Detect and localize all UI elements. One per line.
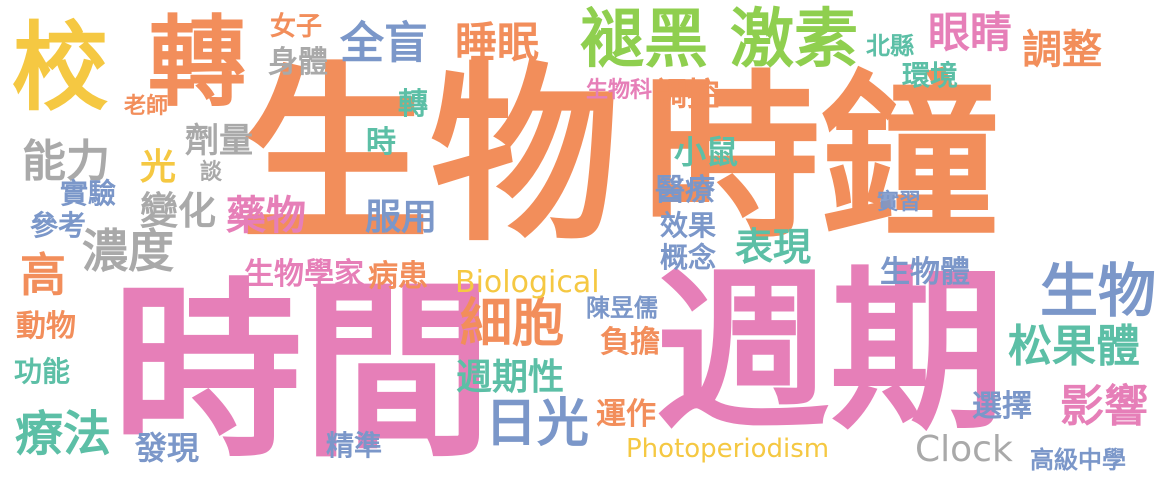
word-gao: 高	[20, 248, 66, 302]
word-xibao: 細胞	[460, 294, 565, 354]
word-beixian: 北縣	[866, 32, 914, 60]
word-liaofa: 療法	[15, 406, 112, 462]
word-shengwu-2: 生物	[1040, 257, 1157, 325]
word-shengwu: 生物	[240, 46, 621, 267]
word-shi-small: 時	[366, 125, 396, 160]
word-shizhong: 時鐘	[642, 55, 998, 262]
word-fudan: 負擔	[600, 325, 660, 360]
word-tuihei: 褪黑	[580, 3, 708, 77]
word-shengwuti: 生物體	[880, 255, 970, 290]
word-jiliang: 劑量	[185, 121, 253, 161]
word-bingzhuan: 病患	[368, 259, 428, 294]
word-nengli: 能力	[22, 136, 110, 187]
word-shiyan: 實驗	[60, 177, 117, 210]
word-tan: 談	[200, 160, 223, 185]
word-shijian: 時間	[112, 262, 493, 482]
word-faxian: 發現	[135, 429, 200, 467]
word-shengwuke: 生物科	[586, 78, 653, 103]
word-zhuan-small: 轉	[398, 87, 428, 122]
word-nvzi: 女子	[270, 12, 323, 42]
word-zhuan: 轉	[148, 6, 247, 120]
word-nongdu: 濃度	[82, 224, 174, 278]
word-photoperiodism: Photoperiodism	[626, 434, 830, 464]
word-songguoti: 松果體	[1008, 321, 1140, 372]
word-xiaoshu: 小鼠	[674, 133, 739, 171]
word-chenyuru: 陳昱儒	[586, 294, 658, 322]
word-tiaokong: 調控	[655, 75, 720, 113]
word-bianhua: 變化	[140, 189, 217, 233]
word-yunzuo: 運作	[596, 397, 656, 432]
word-quanmang: 全盲	[340, 18, 428, 69]
word-yingxiang: 影響	[1060, 381, 1148, 432]
word-shenti: 身體	[268, 45, 328, 80]
word-shixi: 實習	[877, 190, 922, 215]
word-clock: Clock	[915, 429, 1013, 470]
word-jingzhun: 精準	[326, 429, 383, 462]
word-shuimian: 睡眠	[455, 18, 540, 67]
word-dongwu: 動物	[16, 309, 76, 344]
word-laoshi: 老師	[124, 94, 169, 119]
word-huanjing: 環境	[902, 59, 959, 92]
word-biological: Biological	[455, 265, 600, 300]
word-gainian: 概念	[660, 241, 717, 274]
word-xiao: 校	[12, 12, 108, 124]
word-shengwuxuejia: 生物學家	[244, 257, 364, 292]
word-yanjing: 眼睛	[928, 8, 1013, 57]
word-guang: 光	[140, 147, 177, 188]
word-tiaozheng: 調整	[1022, 27, 1102, 73]
word-fuyong: 服用	[365, 197, 438, 238]
word-biaoxian: 表現	[735, 225, 812, 269]
word-riguang: 日光	[485, 394, 590, 454]
word-xiaoguo: 效果	[660, 209, 717, 242]
word-gongneng: 功能	[14, 355, 71, 388]
word-zhouqi: 週期	[655, 251, 1005, 454]
word-cankao: 參考	[30, 209, 87, 242]
word-gaojizhongxue: 高級中學	[1030, 446, 1126, 474]
word-zhouqixing: 週期性	[456, 357, 565, 398]
word-yiliao: 醫療	[655, 173, 715, 208]
word-xuanze: 選擇	[972, 389, 1032, 424]
word-yaowu: 藥物	[226, 193, 306, 239]
word-jisu: 激素	[730, 3, 858, 77]
